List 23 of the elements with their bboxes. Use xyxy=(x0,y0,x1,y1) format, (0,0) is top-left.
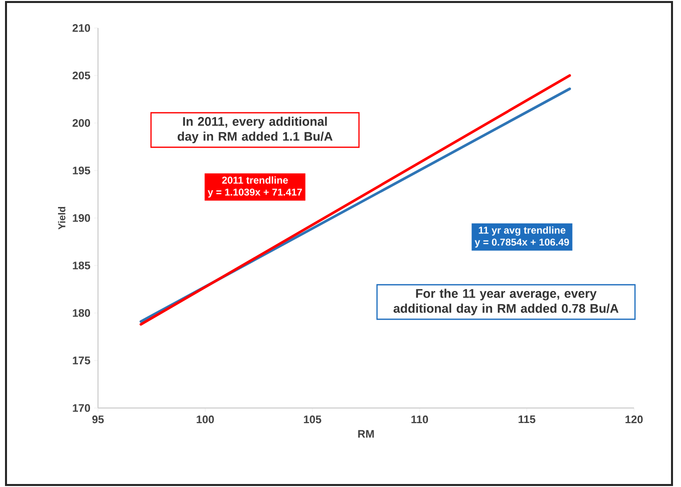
annotation: In 2011, every additional day in RM added 1.1 Bu/A xyxy=(178,116,333,144)
x-tick-label: 95 xyxy=(92,416,104,424)
y-axis-title: Yield xyxy=(58,206,66,230)
y-tick-label: 195 xyxy=(72,166,90,174)
annotation: y = 1.1039x + 71.417 xyxy=(208,188,302,198)
y-tick-label: 175 xyxy=(72,356,90,364)
x-tick-label: 100 xyxy=(196,416,214,424)
x-tick-label: 120 xyxy=(626,416,643,424)
y-tick-label: 200 xyxy=(72,119,90,127)
annotation: 2011 trendline xyxy=(222,176,288,184)
annotation: 11 yr avg trendline xyxy=(478,226,566,236)
x-axis-title: RM xyxy=(358,430,374,438)
x-tick-label: 110 xyxy=(411,416,428,424)
y-tick-label: 190 xyxy=(72,214,90,222)
y-tick-label: 185 xyxy=(72,262,90,270)
y-tick-label: 205 xyxy=(72,72,90,80)
x-tick-label: 115 xyxy=(518,416,536,424)
annotation: For the 11 year average, every additional day in RM added 0.78 Bu/A xyxy=(394,288,618,316)
x-tick-label: 105 xyxy=(304,416,322,424)
y-tick-label: 210 xyxy=(72,24,90,32)
y-tick-label: 170 xyxy=(72,404,90,412)
annotation: y = 0.7854x + 106.49 xyxy=(474,238,569,248)
y-tick-label: 180 xyxy=(72,309,90,317)
